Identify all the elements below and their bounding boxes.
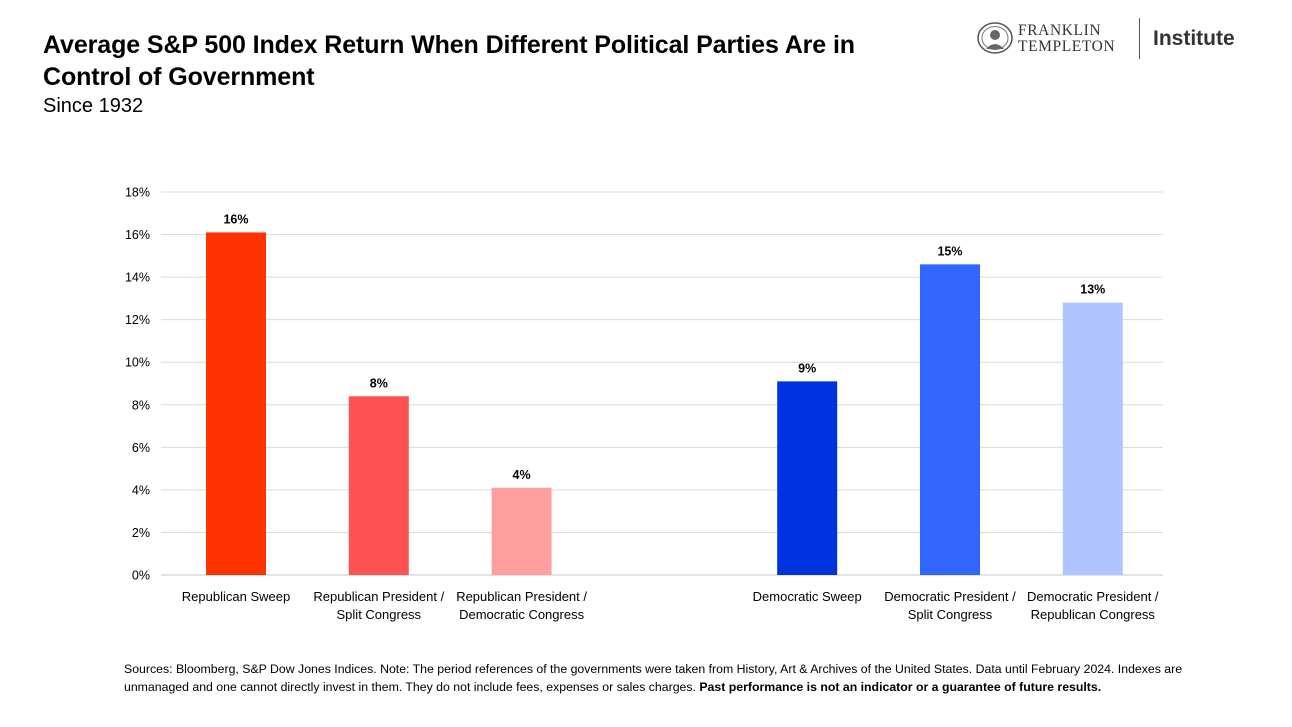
- y-tick-label: 14%: [125, 271, 150, 285]
- footer-sources: Sources: Bloomberg, S&P Dow Jones Indice…: [124, 662, 1183, 694]
- category-label: Republican President /: [456, 589, 587, 604]
- franklin-portrait-icon: [977, 22, 1013, 54]
- footer-note: Sources: Bloomberg, S&P Dow Jones Indice…: [124, 660, 1204, 696]
- logo-wordmark: FRANKLIN TEMPLETON: [1018, 23, 1115, 55]
- y-tick-label: 2%: [132, 526, 150, 540]
- data-label: 13%: [1080, 283, 1105, 297]
- bar: [206, 232, 266, 575]
- bar-chart: 0% 2% 4% 6% 8% 10% 12% 14% 16% 18% 16% Republican S…: [125, 186, 1163, 622]
- logo-institute: Institute: [1153, 27, 1235, 50]
- data-label: 15%: [937, 244, 962, 258]
- y-tick-label: 10%: [125, 356, 150, 370]
- category-label: Democratic President /: [1027, 589, 1159, 604]
- category-label: Democratic President /: [884, 589, 1016, 604]
- category-label: Split Congress: [337, 607, 422, 622]
- data-label: 9%: [798, 361, 816, 375]
- category-label: Republican Congress: [1031, 607, 1156, 622]
- chart-subtitle: Since 1932: [43, 95, 144, 117]
- y-tick-label: 4%: [132, 483, 150, 497]
- chart-title: Average S&P 500 Index Return When Differ…: [43, 31, 855, 91]
- y-tick-label: 16%: [125, 228, 150, 242]
- footer-disclaimer: Past performance is not an indicator or …: [699, 680, 1102, 694]
- data-label: 8%: [370, 376, 388, 390]
- y-tick-label: 6%: [132, 441, 150, 455]
- category-label: Republican Sweep: [182, 589, 290, 604]
- category-label: Split Congress: [908, 607, 993, 622]
- data-label: 16%: [223, 212, 248, 226]
- category-label: Democratic Congress: [459, 607, 584, 622]
- category-label: Democratic Sweep: [753, 589, 862, 604]
- y-tick-label: 12%: [125, 313, 150, 327]
- logo-divider: [1139, 18, 1140, 59]
- bar: [348, 396, 409, 575]
- y-tick-label: 0%: [132, 569, 150, 583]
- category-label: Republican President /: [313, 589, 444, 604]
- data-label: 4%: [513, 468, 531, 482]
- logo-line-1: FRANKLIN: [1018, 22, 1102, 39]
- franklin-templeton-logo: FRANKLIN TEMPLETON Institute: [976, 17, 1256, 59]
- bar: [1062, 302, 1123, 575]
- bar: [491, 487, 552, 575]
- logo-line-2: TEMPLETON: [1018, 38, 1116, 55]
- y-tick-label: 18%: [125, 186, 150, 200]
- bar: [777, 381, 838, 575]
- bar: [920, 264, 980, 575]
- y-tick-label: 8%: [132, 398, 150, 412]
